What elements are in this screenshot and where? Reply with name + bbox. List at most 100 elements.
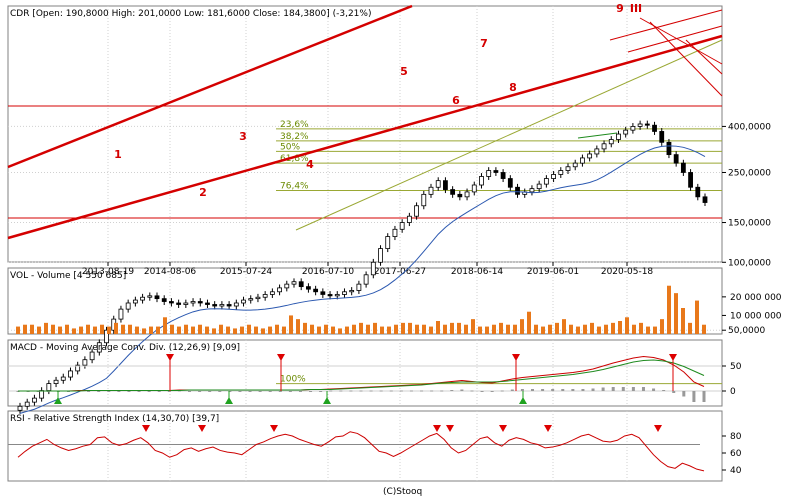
candle-body bbox=[695, 186, 701, 198]
buy-signal-marker bbox=[323, 397, 331, 404]
x-tick-label: 2020-05-18 bbox=[601, 267, 654, 277]
volume-bar bbox=[177, 326, 181, 334]
candle-body bbox=[132, 299, 138, 304]
x-tick-label: 2017-06-27 bbox=[374, 267, 426, 277]
macd-histogram-bar bbox=[87, 391, 91, 392]
rsi-panel-title: RSI - Relative Strength Index (14,30,70)… bbox=[10, 414, 219, 424]
rsi-sell-marker bbox=[654, 425, 662, 432]
volume-bar bbox=[135, 326, 139, 334]
wedge-line bbox=[639, 17, 723, 65]
candle-body bbox=[255, 296, 261, 300]
macd-histogram-bar bbox=[339, 390, 343, 392]
wedge-line bbox=[627, 25, 723, 53]
elliott-wave-label: 4 bbox=[306, 158, 314, 171]
macd-histogram-bar bbox=[702, 391, 706, 402]
volume-bar bbox=[240, 326, 244, 334]
volume-bar bbox=[436, 321, 440, 334]
volume-bar bbox=[324, 324, 328, 334]
candle-body bbox=[594, 148, 600, 155]
candle-body bbox=[39, 390, 45, 399]
candle-body bbox=[356, 283, 362, 291]
macd-histogram-bar bbox=[480, 391, 484, 392]
macd-histogram-bar bbox=[520, 389, 524, 391]
macd-histogram-bar bbox=[399, 390, 403, 392]
candle-body bbox=[298, 281, 304, 288]
macd-histogram-bar bbox=[581, 389, 585, 391]
wedge-line bbox=[649, 21, 723, 97]
candle-body bbox=[75, 364, 81, 372]
volume-bar bbox=[373, 322, 377, 334]
macd-histogram-bar bbox=[450, 390, 454, 391]
footer-credit: (C)Stooq bbox=[383, 487, 423, 497]
x-tick-label: 2013-08-19 bbox=[82, 267, 135, 277]
macd-histogram-bar bbox=[349, 390, 353, 392]
elliott-wave-label: 5 bbox=[400, 65, 408, 78]
volume-bar bbox=[268, 326, 272, 334]
volume-bar bbox=[233, 328, 237, 334]
volume-bar bbox=[114, 322, 118, 334]
trend-channel-lower bbox=[7, 34, 723, 240]
candle-body bbox=[608, 139, 614, 145]
elliott-wave-label: 2 bbox=[199, 186, 207, 199]
candle-body bbox=[630, 126, 636, 131]
macd-histogram-bar bbox=[470, 390, 474, 392]
volume-bar bbox=[107, 326, 111, 334]
candle-body bbox=[334, 294, 340, 297]
volume-bar bbox=[408, 322, 412, 334]
candle-body bbox=[414, 205, 419, 217]
volume-bar bbox=[86, 324, 90, 334]
candle-body bbox=[147, 295, 153, 298]
volume-bar bbox=[499, 322, 503, 334]
volume-bar bbox=[275, 324, 279, 334]
candle-body bbox=[226, 304, 232, 307]
volume-bar bbox=[72, 328, 76, 334]
buy-signal-marker bbox=[225, 397, 233, 404]
macd-histogram-bar bbox=[157, 391, 161, 392]
candle-body bbox=[327, 294, 333, 297]
volume-bar bbox=[681, 308, 685, 334]
candle-body bbox=[601, 143, 607, 150]
panel-frame-rsi bbox=[7, 410, 723, 482]
volume-bar bbox=[58, 326, 62, 334]
rsi-ytick-label: 60 bbox=[730, 449, 742, 459]
macd-histogram-bar bbox=[198, 391, 202, 392]
candle-body bbox=[688, 172, 693, 188]
candle-body bbox=[233, 302, 239, 307]
elliott-wave-label: 8 bbox=[509, 81, 517, 94]
volume-bar bbox=[65, 324, 69, 334]
volume-bar bbox=[289, 315, 293, 334]
candle-body bbox=[464, 191, 470, 198]
price-ytick-label: 100,0000 bbox=[728, 258, 771, 268]
candle-body bbox=[176, 302, 182, 305]
price-panel-title: CDR [Open: 190,8000 High: 201,0000 Low: … bbox=[10, 9, 371, 19]
candle-body bbox=[118, 308, 124, 320]
macd-histogram-bar bbox=[329, 390, 333, 392]
candle-body bbox=[291, 281, 297, 285]
macd-histogram-bar bbox=[188, 391, 191, 392]
price-ytick-label: 50,0000 bbox=[728, 326, 765, 336]
candle-body bbox=[140, 296, 145, 301]
candle-body bbox=[205, 302, 210, 305]
x-tick-label: 2014-08-06 bbox=[144, 267, 197, 277]
volume-bar bbox=[478, 326, 482, 334]
macd-histogram-bar bbox=[238, 391, 242, 392]
macd-histogram-bar bbox=[369, 390, 373, 392]
volume-bar bbox=[569, 324, 573, 334]
macd-histogram-bar bbox=[460, 389, 464, 391]
candle-body bbox=[363, 274, 369, 285]
rsi-ytick-label: 40 bbox=[730, 466, 742, 476]
volume-bar bbox=[331, 326, 335, 334]
candle-body bbox=[471, 184, 477, 193]
candle-body bbox=[479, 176, 484, 186]
candle-body bbox=[435, 180, 441, 188]
macd-histogram-bar bbox=[551, 389, 555, 391]
volume-bar bbox=[149, 326, 153, 334]
wedge-line bbox=[609, 9, 723, 41]
macd-histogram-bar bbox=[641, 387, 645, 391]
volume-bar bbox=[646, 326, 650, 334]
volume-bar bbox=[632, 324, 636, 334]
candle-body bbox=[551, 174, 556, 179]
volume-bar bbox=[345, 326, 349, 334]
fib-level-label: 23,6% bbox=[280, 120, 309, 130]
volume-bar bbox=[51, 324, 55, 334]
